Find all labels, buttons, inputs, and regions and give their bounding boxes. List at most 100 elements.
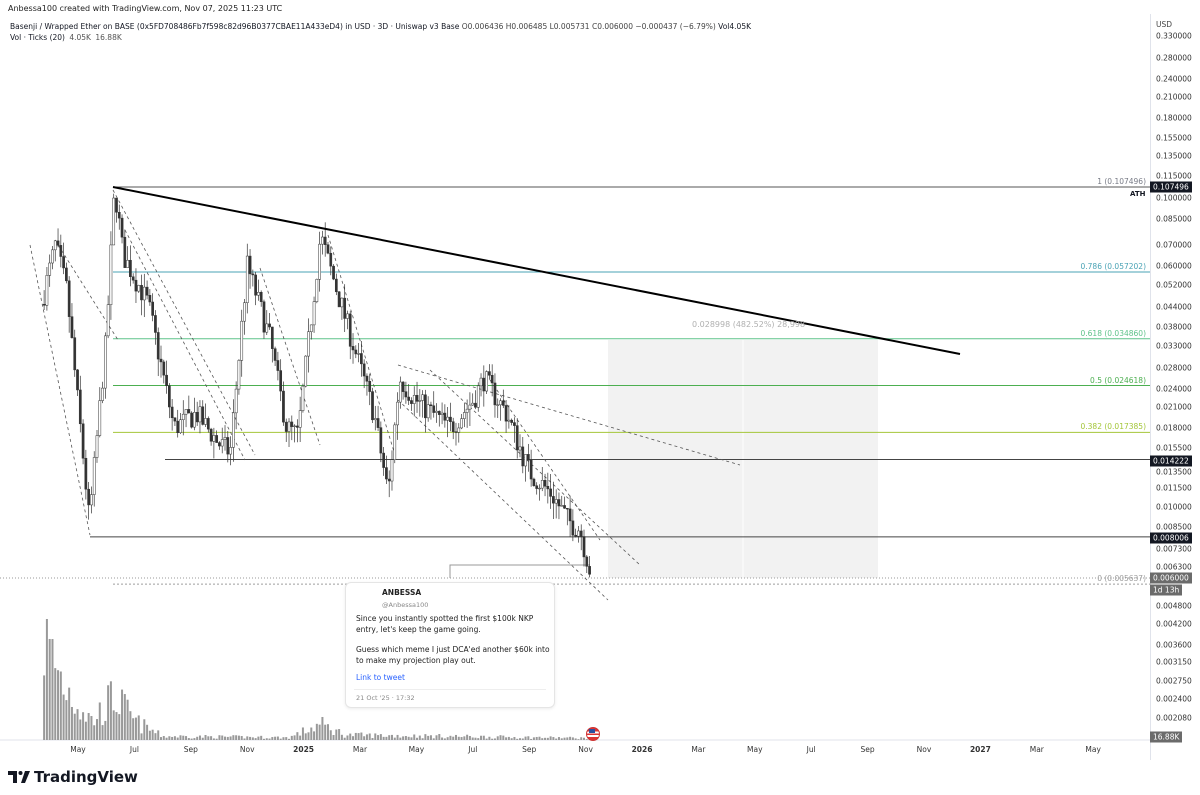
time-tick-label: Nov bbox=[239, 745, 255, 754]
volume-bar bbox=[454, 734, 457, 740]
candle-body bbox=[156, 332, 160, 360]
candle-body bbox=[298, 410, 302, 428]
volume-bar bbox=[463, 736, 466, 740]
candle-body bbox=[585, 556, 589, 567]
volume-bar bbox=[413, 734, 416, 740]
time-tick-label: 2027 bbox=[969, 745, 991, 754]
candle-body bbox=[134, 279, 138, 292]
candle-body bbox=[571, 520, 575, 536]
volume-bar bbox=[115, 712, 118, 740]
volume-bar bbox=[521, 738, 524, 740]
candle-body bbox=[387, 478, 391, 482]
candle-body bbox=[162, 361, 166, 376]
candle-body bbox=[287, 421, 291, 432]
candle-body bbox=[410, 400, 413, 404]
candle-body bbox=[212, 435, 216, 442]
candle-body bbox=[376, 418, 380, 428]
volume-bar bbox=[340, 734, 343, 740]
candle-body bbox=[198, 406, 202, 423]
volume-bar bbox=[329, 730, 332, 740]
descending-trendline bbox=[112, 186, 961, 355]
us-flag-event-icon[interactable] bbox=[586, 727, 600, 741]
time-tick-label: Jul bbox=[468, 745, 478, 754]
candle-body bbox=[137, 285, 141, 292]
volume-bar bbox=[532, 737, 535, 740]
candle-body bbox=[490, 375, 494, 384]
volume-value-1: 4.05K bbox=[69, 33, 91, 42]
candle-body bbox=[546, 485, 550, 490]
symbol-legend[interactable]: Basenji / Wrapped Ether on BASE (0x5FD70… bbox=[10, 22, 751, 31]
candle-body bbox=[265, 323, 269, 333]
volume-bar bbox=[396, 734, 399, 740]
candle-body bbox=[579, 530, 583, 537]
candle-body bbox=[513, 422, 516, 426]
volume-bar bbox=[296, 732, 299, 740]
volume-bar bbox=[79, 719, 82, 740]
volume-bar bbox=[210, 736, 213, 740]
tweet-link[interactable]: Link to tweet bbox=[356, 673, 405, 682]
volume-bar bbox=[555, 738, 558, 740]
candle-body bbox=[543, 480, 547, 487]
price-tick-label: 0.003150 bbox=[1156, 657, 1192, 667]
volume-bar bbox=[140, 733, 143, 740]
candle-body bbox=[510, 419, 513, 423]
volume-bar bbox=[98, 702, 101, 740]
volume-bar bbox=[257, 736, 260, 740]
candle-body bbox=[504, 405, 508, 422]
candle-body bbox=[307, 331, 310, 357]
volume-bar bbox=[185, 736, 188, 740]
candle-body bbox=[346, 313, 349, 319]
volume-bar bbox=[146, 724, 149, 740]
candle-body bbox=[126, 259, 129, 268]
volume-bar bbox=[482, 735, 485, 740]
tradingview-logo[interactable]: TradingView bbox=[8, 768, 138, 786]
price-tick-label: 0.070000 bbox=[1156, 240, 1192, 250]
volume-bar bbox=[82, 712, 85, 740]
candle-body bbox=[560, 505, 564, 507]
chart-canvas[interactable] bbox=[0, 0, 1150, 760]
candle-body bbox=[187, 409, 191, 414]
candle-body bbox=[368, 381, 372, 392]
vol-inline-value: 4.05K bbox=[729, 22, 752, 31]
volume-bar bbox=[173, 736, 176, 740]
candle-body bbox=[168, 385, 171, 408]
candle-body bbox=[407, 396, 411, 401]
candle-body bbox=[270, 326, 274, 349]
volume-bar bbox=[377, 735, 380, 740]
volume-bar bbox=[118, 714, 121, 740]
volume-legend[interactable]: Vol · Ticks (20) 4.05K 16.88K bbox=[10, 33, 122, 42]
time-tick-label: Nov bbox=[578, 745, 593, 754]
price-tick-label: 0.018000 bbox=[1156, 423, 1192, 433]
candle-body bbox=[190, 412, 193, 428]
drawings-layer bbox=[0, 186, 1150, 741]
candle-body bbox=[485, 371, 488, 392]
support-price-tag: 0.008006 bbox=[1150, 532, 1192, 544]
candle-body bbox=[51, 249, 54, 264]
candle-body bbox=[232, 412, 235, 448]
price-tick-label: 0.007300 bbox=[1156, 544, 1192, 554]
volume-bar bbox=[549, 736, 552, 740]
volume-indicator-label: Vol · Ticks (20) bbox=[10, 33, 65, 42]
price-tick-label: 0.002400 bbox=[1156, 694, 1192, 704]
volume-bar bbox=[274, 736, 277, 740]
candle-body bbox=[371, 391, 374, 421]
volume-bar bbox=[293, 735, 296, 740]
volume-bar bbox=[374, 733, 377, 740]
volume-bar bbox=[441, 737, 444, 740]
price-tick-label: 0.010000 bbox=[1156, 502, 1192, 512]
price-axis[interactable] bbox=[1150, 14, 1200, 760]
candle-body bbox=[293, 425, 296, 427]
volume-series bbox=[43, 618, 591, 740]
volume-bar bbox=[488, 736, 491, 740]
candle-body bbox=[176, 420, 180, 433]
volume-bar bbox=[538, 736, 541, 740]
candle-body bbox=[165, 374, 168, 386]
candle-body bbox=[195, 412, 199, 423]
candle-body bbox=[554, 499, 558, 504]
candle-body bbox=[42, 304, 46, 306]
volume-bar bbox=[438, 734, 441, 740]
candle-body bbox=[73, 337, 77, 371]
volume-bar bbox=[193, 738, 196, 740]
price-tick-label: 0.085000 bbox=[1156, 214, 1192, 224]
range-box-outline bbox=[449, 564, 590, 578]
